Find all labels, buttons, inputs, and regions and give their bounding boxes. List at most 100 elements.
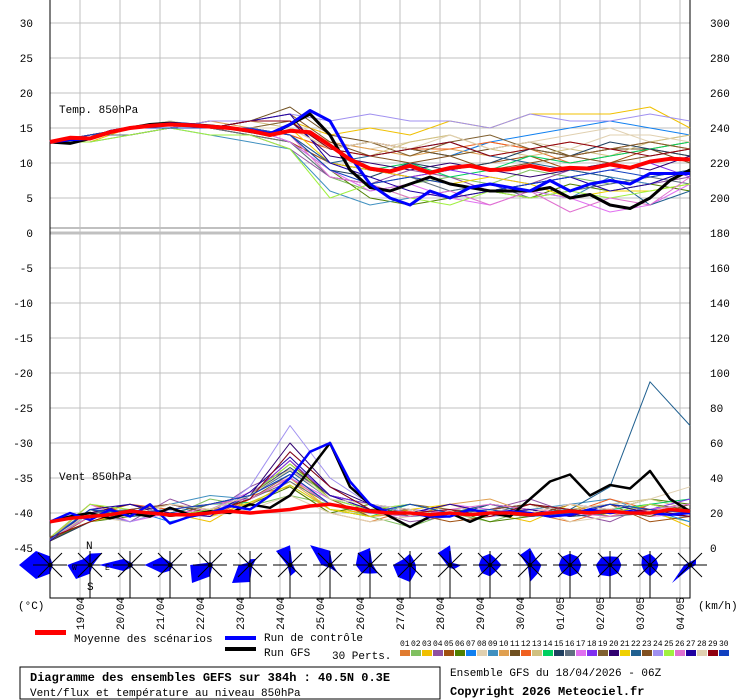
- right-tick-label: 120: [710, 334, 730, 346]
- pert-legend-id: 25: [664, 640, 674, 649]
- pert-legend-id: 09: [488, 640, 498, 649]
- pert-legend-id: 16: [565, 640, 575, 649]
- right-tick-label: 240: [710, 124, 730, 136]
- compass-w: W: [72, 564, 77, 573]
- left-tick-label: -45: [13, 544, 33, 556]
- wind-rose-center: [88, 563, 92, 567]
- date-label: 29/04: [476, 597, 488, 630]
- wind-pert-line-26: [49, 477, 691, 540]
- pert-legend-id: 28: [697, 640, 707, 649]
- temp-panel-label: Temp. 850hPa: [59, 105, 139, 117]
- left-tick-label: -10: [13, 299, 33, 311]
- pert-legend-swatch: [620, 650, 630, 656]
- pert-legend-id: 07: [466, 640, 476, 649]
- date-label: 03/05: [636, 597, 648, 630]
- legend-perts-label: 30 Perts.: [332, 651, 391, 663]
- wind-rose-center: [648, 563, 652, 567]
- date-label: 24/04: [276, 597, 288, 630]
- pert-legend-id: 18: [587, 640, 597, 649]
- wind-rose-9: [393, 551, 427, 598]
- pert-legend-id: 26: [675, 640, 685, 649]
- wind-rose-6: [273, 545, 307, 598]
- wind-roses: [19, 545, 707, 598]
- wind-pert-line-12: [49, 477, 691, 540]
- left-tick-label: -5: [20, 264, 33, 276]
- pert-legend-id: 20: [609, 640, 619, 649]
- wind-rose-5: [232, 551, 267, 598]
- left-tick-label: -35: [13, 474, 33, 486]
- wind-pert-line-27: [49, 456, 691, 542]
- date-label: 27/04: [396, 597, 408, 630]
- pert-legend-swatch: [444, 650, 454, 656]
- wind-rose-center: [448, 563, 452, 567]
- wind-rose-center: [408, 563, 412, 567]
- pert-legend-swatch: [543, 650, 553, 656]
- left-tick-label: 20: [20, 89, 33, 101]
- temp-pert-line-01: [49, 127, 691, 164]
- pert-legend-id: 21: [620, 640, 630, 649]
- right-tick-label: 260: [710, 89, 730, 101]
- pert-legend-id: 27: [686, 640, 696, 649]
- wind-rose-12: [513, 548, 547, 598]
- date-label: 30/04: [516, 597, 528, 630]
- pert-legend-swatch: [488, 650, 498, 656]
- left-tick-label: 5: [26, 194, 33, 206]
- copyright: Copyright 2026 Meteociel.fr: [450, 685, 644, 699]
- wind-rose-center: [568, 563, 572, 567]
- pert-legend-id: 14: [543, 640, 553, 649]
- pert-legend-id: 30: [719, 640, 729, 649]
- pert-legend-id: 06: [455, 640, 465, 649]
- left-tick-label: -20: [13, 369, 33, 381]
- legend-mean-label: Moyenne des scénarios: [74, 634, 213, 646]
- legend-gfs-swatch: [225, 647, 256, 651]
- left-tick-label: -15: [13, 334, 33, 346]
- wind-mean-line: [49, 502, 691, 524]
- pert-legend-swatch: [521, 650, 531, 656]
- legend-mean-swatch: [35, 630, 66, 635]
- date-label: 20/04: [116, 597, 128, 630]
- wind-rose-14: [593, 551, 627, 598]
- pert-legend-swatch: [499, 650, 509, 656]
- right-tick-label: 20: [710, 509, 723, 521]
- right-tick-label: 40: [710, 474, 723, 486]
- wind-rose-15: [633, 551, 667, 598]
- date-label: 22/04: [196, 597, 208, 630]
- pert-legend-swatch: [609, 650, 619, 656]
- wind-pert-line-05: [49, 460, 691, 538]
- date-label: 25/04: [316, 597, 328, 630]
- pert-legend-id: 05: [444, 640, 454, 649]
- pert-legend-swatch: [455, 650, 465, 656]
- pert-legend-swatch: [565, 650, 575, 656]
- pert-legend-swatch: [411, 650, 421, 656]
- pert-legend-swatch: [675, 650, 685, 656]
- pert-legend-swatch: [686, 650, 696, 656]
- right-tick-label: 280: [710, 54, 730, 66]
- pert-legend-id: 11: [510, 640, 520, 649]
- date-label: 01/05: [556, 597, 568, 630]
- wind-rose-center: [248, 563, 252, 567]
- date-label: 28/04: [436, 597, 448, 630]
- pert-legend-id: 02: [411, 640, 421, 649]
- wind-rose-16: [672, 551, 707, 598]
- pert-legend-swatch: [576, 650, 586, 656]
- wind-rose-center: [608, 563, 612, 567]
- wind-rose-center: [48, 563, 52, 567]
- pert-legend-swatch: [708, 650, 718, 656]
- wind-rose-center: [168, 563, 172, 567]
- chart-title: Diagramme des ensembles GEFS sur 384h : …: [30, 671, 390, 685]
- pert-legend-id: 23: [642, 640, 652, 649]
- pert-legend-swatch: [719, 650, 729, 656]
- plot-frame: [49, 0, 691, 599]
- pert-legend-id: 17: [576, 640, 586, 649]
- date-label: 19/04: [76, 597, 88, 630]
- legend-gfs-label: Run GFS: [264, 648, 311, 660]
- compass-e: E: [105, 564, 110, 573]
- left-tick-label: 30: [20, 19, 33, 31]
- pert-legend-swatch: [433, 650, 443, 656]
- pert-legend-id: 19: [598, 640, 608, 649]
- wind-rose-4: [190, 551, 227, 598]
- grid: [49, 0, 691, 599]
- pert-legend-swatch: [664, 650, 674, 656]
- pert-legend-swatch: [697, 650, 707, 656]
- left-unit-label: (°C): [18, 601, 44, 613]
